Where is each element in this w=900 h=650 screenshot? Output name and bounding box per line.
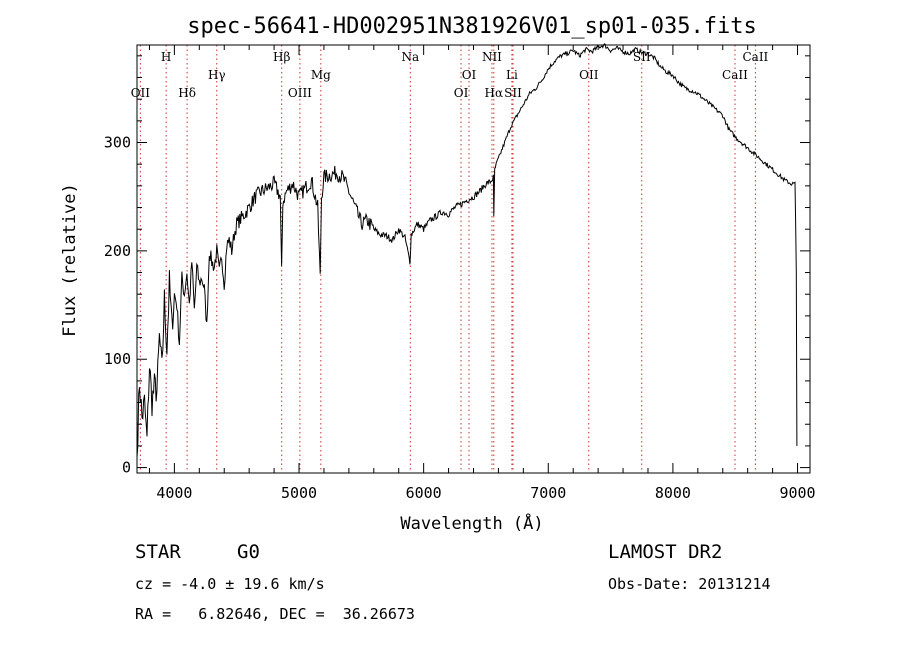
line-label-0: OII [131,86,151,100]
x-tick-label-9000: 9000 [779,484,815,502]
line-label-14: OII [579,68,599,82]
axis-ticks: 4000 5000 6000 7000 8000 9000 0 100 200 300 [104,45,816,502]
y-tick-label-200: 200 [104,242,131,260]
y-tick-label-100: 100 [104,350,131,368]
x-axis-label: Wavelength (Å) [400,512,543,534]
line-label-15: SII [633,50,651,64]
plot-frame [136,44,811,474]
line-label-11: Hα [485,86,504,100]
line-label-5: OIII [288,86,312,100]
line-label-12: Li [506,68,518,82]
object-class: STAR [135,541,181,563]
x-tick-label-8000: 8000 [655,484,691,502]
line-label-16: CaII [722,68,748,82]
spectrum-line [136,43,798,457]
line-label-7: Na [401,50,419,64]
redshift-readout: cz = -4.0 ± 19.6 km/s [135,575,325,593]
line-label-4: Hβ [273,50,290,64]
y-axis-label: Flux (relative) [60,183,80,337]
line-label-1: H [161,50,171,64]
line-label-2: Hδ [178,86,196,100]
line-label-3: Hγ [208,68,226,82]
x-tick-label-5000: 5000 [281,484,317,502]
obs-date: Obs-Date: 20131214 [608,575,771,593]
x-tick-label-4000: 4000 [156,484,192,502]
line-label-17: CaII [742,50,768,64]
line-label-8: OI [454,86,469,100]
chart-title: spec-56641-HD002951N381926V01_sp01-035.f… [187,14,757,39]
line-markers [139,45,756,473]
line-label-9: OI [462,68,477,82]
y-tick-label-0: 0 [122,459,131,477]
survey-name: LAMOST DR2 [608,541,723,563]
object-subclass: G0 [237,541,260,563]
coordinates: RA = 6.82646, DEC = 36.26673 [135,605,415,623]
y-tick-label-300: 300 [104,134,131,152]
x-tick-label-7000: 7000 [530,484,566,502]
line-label-6: Mg [311,68,331,82]
line-label-10: NII [482,50,502,64]
x-tick-label-6000: 6000 [406,484,442,502]
line-label-13: SII [504,86,522,100]
